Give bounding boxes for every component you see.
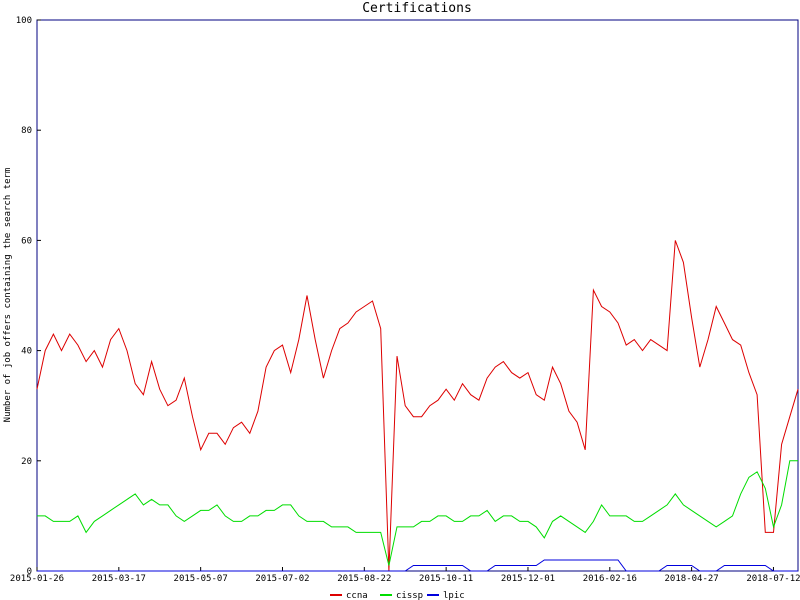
x-tick-label: 2015-12-01 (501, 574, 555, 584)
y-axis-label: Number of job offers containing the sear… (3, 168, 13, 423)
x-tick-label: 2015-08-22 (337, 574, 391, 584)
y-tick-label: 60 (21, 236, 32, 246)
x-tick-label: 2015-01-26 (10, 574, 64, 584)
legend-label: lpic (443, 591, 465, 600)
y-tick-label: 40 (21, 347, 32, 357)
series-line (36, 240, 799, 572)
y-tick-label: 0 (27, 567, 32, 577)
x-tick-label: 2015-07-02 (255, 574, 309, 584)
legend-label: ccna (346, 591, 368, 600)
x-tick-label: 2018-07-12 (746, 574, 800, 584)
series-line (37, 460, 798, 566)
series-line (37, 559, 798, 572)
y-tick-label: 80 (21, 126, 32, 136)
x-tick-label: 2015-03-17 (92, 574, 146, 584)
y-tick-label: 100 (16, 16, 32, 26)
x-tick-label: 2015-05-07 (174, 574, 228, 584)
x-tick-label: 2015-10-11 (419, 574, 473, 584)
x-tick-label: 2016-02-16 (583, 574, 637, 584)
legend-label: cissp (396, 591, 423, 600)
x-tick-label: 2018-04-27 (665, 574, 719, 584)
plot-frame (36, 19, 799, 572)
y-tick-label: 20 (21, 457, 32, 467)
chart-title: Certifications (362, 1, 472, 16)
